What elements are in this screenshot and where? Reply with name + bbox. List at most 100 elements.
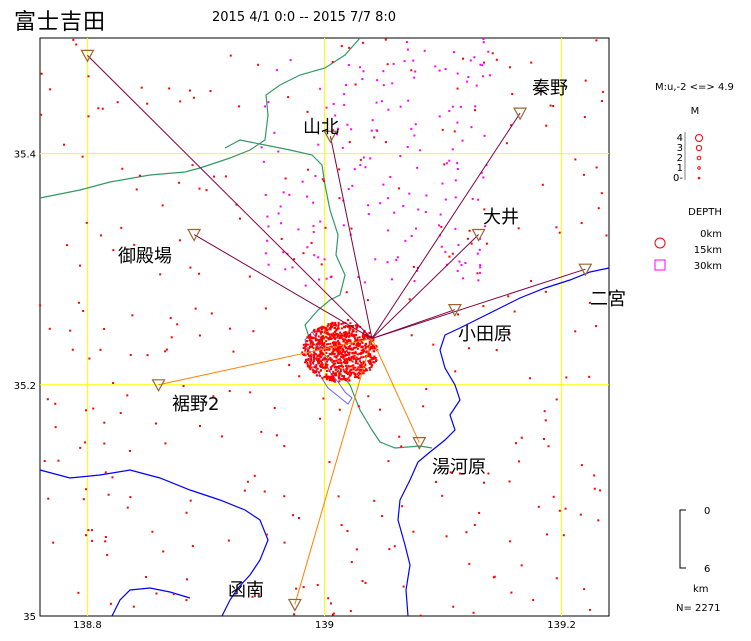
event-marker	[530, 61, 533, 64]
event-marker	[315, 369, 318, 372]
event-marker	[325, 360, 328, 363]
event-marker	[315, 353, 318, 356]
event-marker	[345, 378, 348, 381]
event-marker	[372, 361, 375, 364]
event-marker	[470, 126, 473, 129]
event-marker	[367, 213, 370, 216]
event-marker	[360, 349, 363, 352]
event-marker	[451, 252, 454, 255]
event-marker	[325, 366, 328, 369]
magnitude-symbol	[696, 155, 702, 161]
event-marker	[513, 310, 516, 313]
event-marker	[72, 38, 75, 41]
event-marker	[583, 588, 586, 591]
event-marker	[319, 336, 322, 339]
event-marker	[354, 374, 357, 377]
magnitude-value: 1	[677, 163, 683, 174]
event-marker	[329, 322, 332, 325]
event-marker	[362, 351, 365, 354]
event-marker	[311, 337, 314, 340]
event-marker	[482, 305, 485, 308]
event-marker	[112, 381, 115, 384]
event-marker	[349, 344, 352, 347]
event-marker	[325, 364, 328, 367]
event-marker	[342, 331, 345, 334]
event-marker	[314, 337, 317, 340]
event-marker	[304, 361, 307, 364]
event-marker	[479, 264, 482, 267]
event-marker	[354, 333, 357, 336]
event-marker	[319, 332, 322, 335]
event-marker	[306, 336, 309, 339]
event-marker	[306, 358, 309, 361]
event-marker	[327, 354, 330, 357]
event-marker	[333, 379, 336, 382]
event-marker	[441, 494, 444, 497]
event-marker	[100, 234, 103, 237]
event-marker	[112, 249, 115, 252]
event-marker	[391, 82, 394, 85]
event-marker	[350, 561, 353, 564]
event-marker	[352, 335, 355, 338]
event-marker	[260, 146, 263, 149]
event-marker	[154, 422, 157, 425]
scale-unit: km	[693, 584, 709, 595]
event-marker	[330, 368, 333, 371]
event-marker	[387, 108, 390, 111]
event-marker	[354, 350, 357, 353]
event-marker	[328, 461, 331, 464]
event-marker	[320, 353, 323, 356]
x-tick-label: 139	[315, 620, 334, 631]
event-marker	[333, 378, 336, 381]
event-marker	[339, 331, 342, 334]
event-marker	[369, 360, 372, 363]
event-marker	[66, 244, 69, 247]
event-marker	[355, 548, 358, 551]
event-marker	[40, 113, 43, 116]
event-marker	[356, 372, 359, 375]
event-marker	[438, 224, 441, 227]
event-marker	[332, 334, 335, 337]
event-marker	[332, 612, 335, 615]
event-marker	[347, 371, 350, 374]
event-marker	[508, 332, 511, 335]
event-marker	[467, 76, 470, 79]
event-marker	[251, 595, 254, 598]
event-marker	[344, 341, 347, 344]
event-marker	[351, 330, 354, 333]
event-marker	[529, 377, 532, 380]
event-marker	[309, 361, 312, 364]
event-marker	[337, 353, 340, 356]
event-marker	[439, 213, 442, 216]
event-marker	[329, 335, 332, 338]
event-marker	[348, 141, 351, 144]
event-marker	[456, 162, 459, 165]
event-marker	[333, 373, 336, 376]
event-marker	[464, 262, 467, 265]
event-marker	[345, 350, 348, 353]
event-marker	[350, 371, 353, 374]
event-marker	[312, 231, 315, 234]
station-label: 大井	[483, 207, 519, 228]
event-marker	[387, 460, 390, 463]
event-marker	[335, 374, 338, 377]
station-label: 山北	[303, 117, 339, 138]
station-marker	[471, 228, 486, 242]
event-marker	[305, 360, 308, 363]
event-marker	[168, 87, 171, 90]
event-marker	[465, 531, 468, 534]
event-marker	[345, 342, 348, 345]
event-marker	[479, 63, 482, 66]
event-marker	[448, 109, 451, 112]
event-marker	[119, 412, 122, 415]
event-marker	[360, 339, 363, 342]
event-marker	[318, 278, 321, 281]
event-marker	[43, 460, 46, 463]
event-marker	[337, 358, 340, 361]
event-marker	[356, 324, 359, 327]
event-marker	[364, 166, 367, 169]
event-marker	[482, 41, 485, 44]
map-title: 富士吉田	[14, 10, 107, 35]
event-marker	[331, 333, 334, 336]
event-marker	[172, 593, 175, 596]
